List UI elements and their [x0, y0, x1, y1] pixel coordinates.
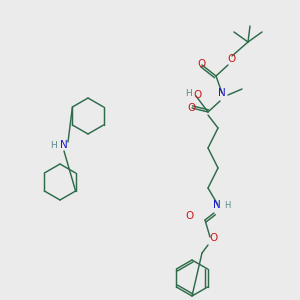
Text: O: O — [228, 54, 236, 64]
Text: O: O — [198, 59, 206, 69]
Text: N: N — [213, 200, 221, 210]
Text: H: H — [224, 202, 230, 211]
Text: O: O — [187, 103, 195, 113]
Text: H: H — [184, 88, 191, 98]
Text: N: N — [60, 140, 68, 150]
Text: H: H — [50, 140, 57, 149]
Text: N: N — [218, 88, 226, 98]
Text: O: O — [194, 90, 202, 100]
Text: O: O — [209, 233, 217, 243]
Text: O: O — [186, 211, 194, 221]
